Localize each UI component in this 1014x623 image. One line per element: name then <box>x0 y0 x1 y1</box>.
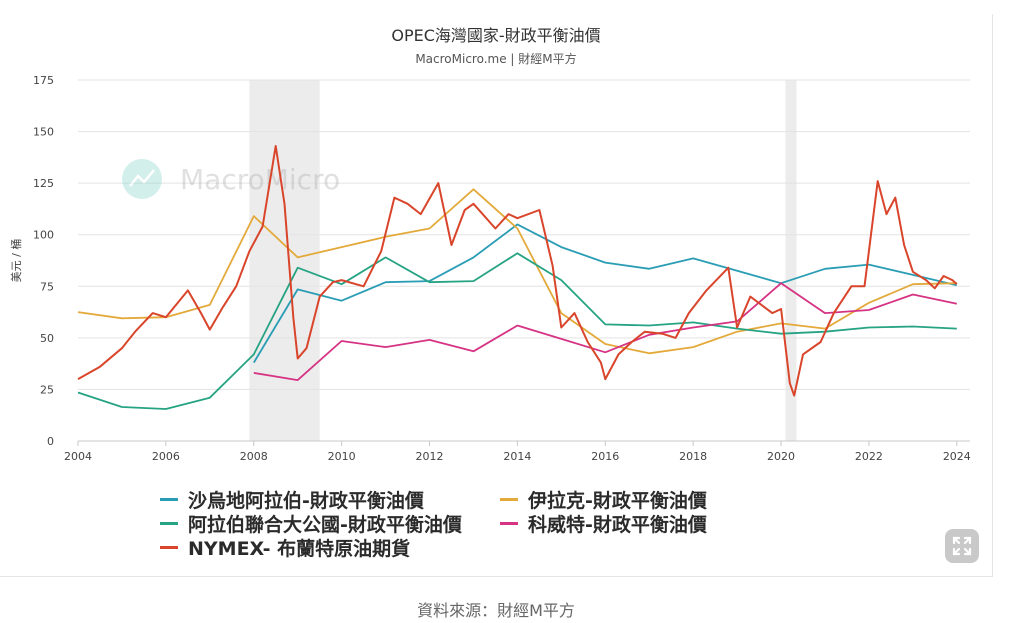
y-tick-label: 150 <box>33 126 54 139</box>
legend-swatch <box>500 498 518 501</box>
y-axis-label: 美元 / 桶 <box>9 239 23 283</box>
chart-canvas: MacroMicro 0 25 50 75 100 125 150 175 2004 2006 20… <box>9 74 971 463</box>
x-tick-label: 2014 <box>503 450 531 463</box>
shaded-period <box>785 80 797 441</box>
x-tick-label: 2010 <box>328 450 356 463</box>
legend-swatch <box>500 522 518 525</box>
expand-icon <box>952 536 972 556</box>
x-tick-label: 2022 <box>855 450 883 463</box>
grid-lines <box>78 79 970 442</box>
y-tick-label: 125 <box>33 177 54 190</box>
watermark-logo-icon <box>122 159 162 199</box>
watermark-text: MacroMicro <box>180 163 340 196</box>
legend-label: 沙烏地阿拉伯-財政平衡油價 <box>188 490 424 512</box>
shaded-period <box>249 80 320 441</box>
x-tick-label: 2004 <box>64 450 92 463</box>
legend-label: 伊拉克-財政平衡油價 <box>528 490 707 512</box>
axes: 0 25 50 75 100 125 150 175 2004 2006 2008 2010 2012 2… <box>9 74 971 463</box>
source-caption: 資料來源：財經M平方 <box>417 601 575 620</box>
series-line <box>253 282 957 382</box>
x-tick-label: 2016 <box>591 450 619 463</box>
legend-label: 阿拉伯聯合大公國-財政平衡油價 <box>188 514 462 536</box>
x-tick-label: 2012 <box>416 450 444 463</box>
legend-label: NYMEX- 布蘭特原油期貨 <box>188 538 411 560</box>
chart-title: OPEC海灣國家-財政平衡油價 <box>391 26 601 45</box>
series-line <box>77 145 958 397</box>
chart-subtitle: MacroMicro.me | 財經M平方 <box>415 52 577 66</box>
x-tick-label: 2018 <box>679 450 707 463</box>
legend-label: 科威特-財政平衡油價 <box>528 514 707 536</box>
series-line <box>77 188 957 355</box>
legend-swatch <box>160 546 178 549</box>
y-tick-label: 25 <box>40 383 54 396</box>
x-tick-label: 2024 <box>943 450 971 463</box>
legend-item-iraq[interactable]: 伊拉克-財政平衡油價 <box>500 486 707 513</box>
series-line <box>253 223 958 364</box>
legend-item-saudi[interactable]: 沙烏地阿拉伯-財政平衡油價 <box>160 486 424 513</box>
y-tick-label: 175 <box>33 74 54 87</box>
y-tick-label: 50 <box>40 332 54 345</box>
chart-card: MacroMicro 0 25 50 75 100 125 150 175 2004 2006 20… <box>0 14 993 577</box>
legend-swatch <box>160 498 178 501</box>
legend-item-kuwait[interactable]: 科威特-財政平衡油價 <box>500 510 707 537</box>
watermark: MacroMicro <box>122 159 340 199</box>
legend-swatch <box>160 522 178 525</box>
x-tick-label: 2006 <box>152 450 180 463</box>
expand-button[interactable] <box>945 529 979 563</box>
legend-item-uae[interactable]: 阿拉伯聯合大公國-財政平衡油價 <box>160 510 462 537</box>
x-tick-label: 2020 <box>767 450 795 463</box>
y-tick-label: 75 <box>40 280 54 293</box>
legend-item-brent[interactable]: NYMEX- 布蘭特原油期貨 <box>160 534 410 561</box>
y-tick-label: 100 <box>33 229 54 242</box>
series-lines <box>77 145 958 410</box>
x-tick-label: 2008 <box>240 450 268 463</box>
y-tick-label: 0 <box>47 435 54 448</box>
series-line <box>77 252 957 410</box>
recession-shading <box>249 80 797 441</box>
